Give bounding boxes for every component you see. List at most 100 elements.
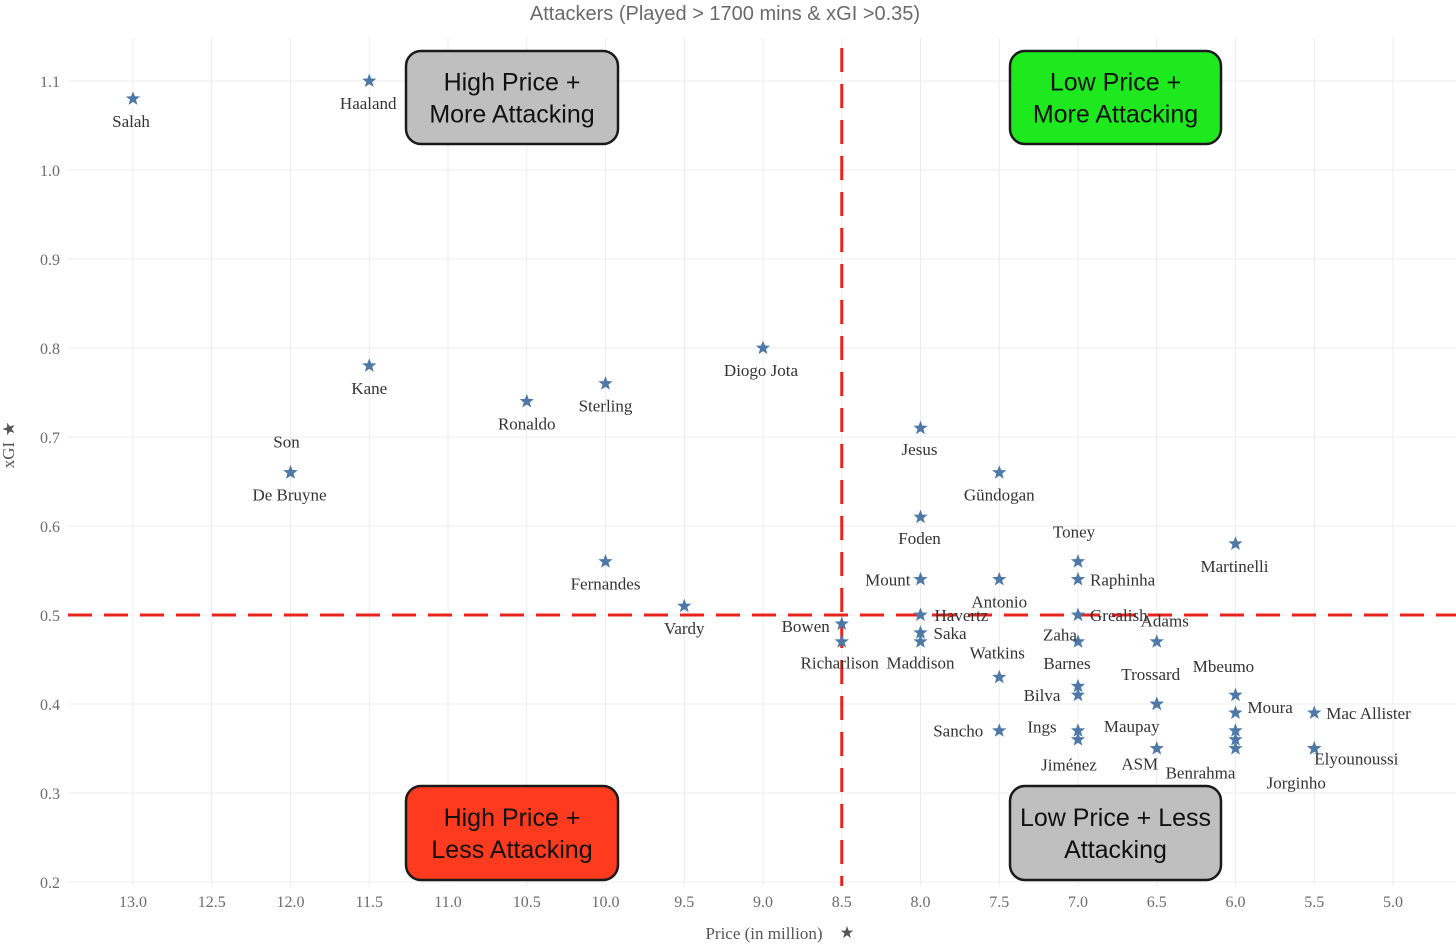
point-label: De Bruyne [252, 486, 326, 505]
point-label: Havertz [935, 606, 989, 625]
x-tick-label: 5.5 [1304, 894, 1324, 911]
y-tick-label: 0.3 [40, 786, 60, 803]
point-label: Vardy [664, 619, 705, 638]
data-point [913, 420, 928, 435]
point-labels: Salah Haaland Kane Son De Bruyne Ronaldo Sterl… [112, 94, 1411, 793]
data-point [1070, 732, 1086, 746]
quadrant-box-background [404, 49, 620, 146]
data-points [125, 73, 1322, 755]
x-tick-label: 6.0 [1226, 894, 1246, 911]
data-point [1149, 634, 1164, 648]
point-label: Ronaldo [498, 414, 556, 433]
point-label: ASM [1121, 755, 1158, 774]
data-point [519, 393, 534, 408]
quadrant-box-background [1008, 49, 1223, 146]
point-label: Mount [865, 570, 911, 589]
data-point [362, 73, 377, 88]
quadrant-box-label: Attacking [1064, 836, 1167, 864]
data-point [1228, 536, 1243, 550]
data-point [1228, 732, 1243, 746]
quadrant-box: Low Price + Less Attacking [1008, 784, 1223, 882]
point-label: Antonio [971, 592, 1027, 611]
point-label: Raphinha [1090, 570, 1156, 589]
y-tick-label: 0.2 [40, 875, 60, 892]
point-label: Maddison [887, 654, 956, 673]
point-label: Mbeumo [1193, 657, 1254, 676]
data-point [1228, 687, 1243, 702]
point-label: Zaha [1043, 626, 1077, 645]
grid [68, 38, 1456, 886]
data-point [1070, 634, 1086, 648]
x-tick-label: 7.5 [989, 894, 1009, 911]
data-point [1228, 723, 1243, 737]
data-point [1070, 554, 1086, 568]
x-axis-label: Price (in million) [705, 924, 822, 943]
point-label: Saka [934, 624, 968, 643]
y-axis-star-icon [2, 422, 15, 436]
y-tick-label: 1.0 [40, 163, 60, 180]
quadrant-box-background [404, 784, 620, 882]
point-label: Martinelli [1201, 557, 1269, 576]
y-tick-label: 0.4 [40, 697, 60, 714]
quadrant-box: High Price + More Attacking [404, 49, 620, 146]
quadrant-box-label: High Price + [444, 69, 581, 97]
data-point [992, 669, 1007, 684]
data-point [913, 571, 928, 586]
point-label: Richarlison [801, 654, 880, 673]
point-label: Ings [1027, 718, 1056, 737]
data-point [913, 509, 928, 524]
point-label: Diogo Jota [724, 361, 799, 380]
quadrant-box: Low Price + More Attacking [1008, 49, 1223, 146]
y-axis-label: xGI [0, 441, 18, 468]
data-point [1070, 571, 1086, 586]
point-label: Elyounoussi [1314, 750, 1398, 769]
data-point [125, 91, 141, 105]
data-point [1149, 696, 1164, 711]
point-label: Sterling [579, 397, 633, 416]
x-tick-label: 7.0 [1068, 894, 1088, 911]
point-label: Moura [1248, 698, 1294, 717]
data-point [1070, 678, 1086, 693]
y-tick-label: 0.5 [40, 608, 60, 625]
data-point [992, 723, 1007, 737]
data-point [913, 625, 928, 639]
data-point [1307, 705, 1322, 719]
y-tick-label: 0.8 [40, 341, 60, 358]
data-point [598, 376, 613, 390]
chart-title: Attackers (Played > 1700 mins & xGI >0.3… [530, 3, 920, 25]
point-label: Kane [351, 379, 387, 398]
y-tick-label: 0.6 [40, 519, 60, 536]
x-tick-label: 6.5 [1147, 894, 1167, 911]
tick-labels: 13.0 12.5 12.0 11.5 11.0 10.5 10.0 9.5 9.0 8.5 8.0… [40, 74, 1403, 911]
data-point [362, 358, 377, 372]
point-label: Adams [1141, 612, 1189, 631]
point-label: Bilva [1024, 686, 1061, 705]
data-point [834, 616, 849, 630]
x-tick-label: 11.5 [356, 894, 383, 911]
point-label: Trossard [1121, 665, 1180, 684]
quadrant-box-label: Less Attacking [431, 836, 592, 864]
quadrant-box-label: More Attacking [429, 101, 594, 129]
point-label: Maupay [1104, 717, 1160, 736]
data-point [1228, 705, 1243, 719]
point-label: Foden [898, 529, 941, 548]
x-tick-label: 12.5 [198, 894, 226, 911]
point-label: Watkins [970, 643, 1025, 662]
x-tick-label: 10.5 [513, 894, 541, 911]
point-label: Grealish [1090, 606, 1148, 625]
x-tick-label: 5.0 [1383, 894, 1403, 911]
data-point [1228, 741, 1243, 755]
reference-lines [68, 48, 1456, 886]
data-point [1307, 741, 1322, 755]
x-tick-label: 10.0 [592, 894, 620, 911]
data-point [283, 465, 298, 479]
point-label: Haaland [340, 94, 397, 113]
data-point [1070, 607, 1086, 622]
x-tick-label: 13.0 [119, 894, 147, 911]
point-label: Fernandes [571, 575, 641, 594]
point-label: Sancho [933, 722, 983, 741]
point-label: Barnes [1043, 654, 1090, 673]
point-label: Son [273, 433, 300, 452]
y-axis-title: xGI [0, 422, 18, 468]
